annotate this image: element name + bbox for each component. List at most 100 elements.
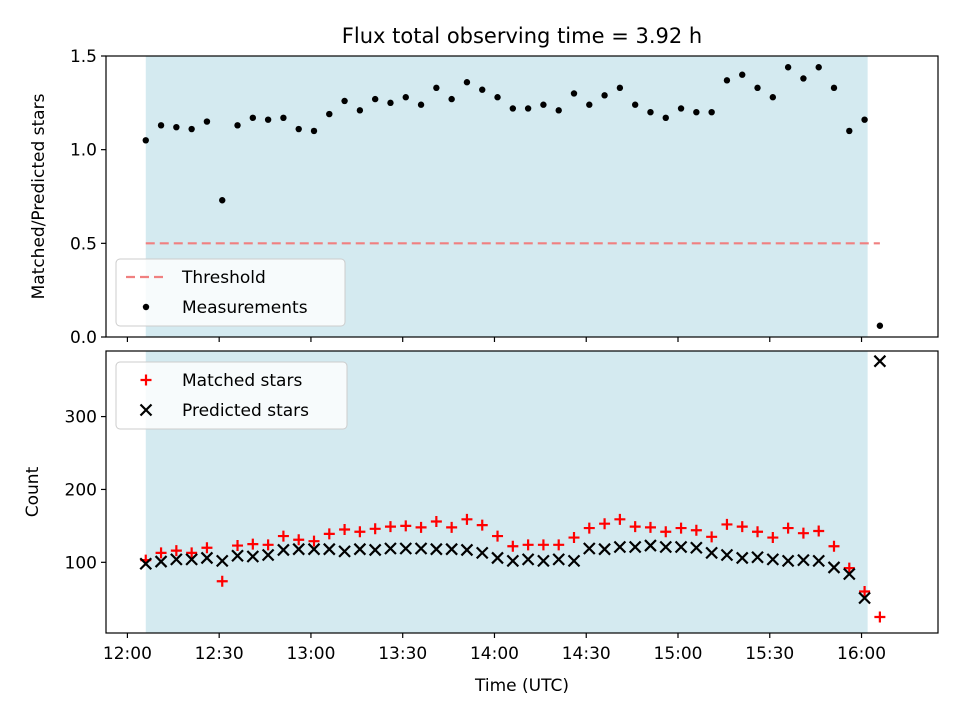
predicted-stars-point (766, 553, 780, 566)
measurement-point (310, 127, 318, 135)
matched-stars-point (782, 522, 794, 534)
measurement-point (219, 197, 226, 204)
predicted-stars-point (674, 540, 688, 554)
matched-stars-point (690, 524, 702, 536)
matched-stars-point (293, 534, 305, 546)
matched-stars-point (859, 585, 871, 597)
measurement-point (326, 110, 333, 118)
top-legend: Threshold Measurements (115, 258, 346, 327)
legend-measurement-swatch (142, 303, 150, 311)
y-tick-label: 100 (65, 553, 97, 573)
matched-stars-point (767, 532, 779, 544)
measurement-point (815, 64, 822, 71)
y-tick-label: 1.0 (70, 141, 97, 161)
matched-stars-point (583, 522, 595, 534)
predicted-stars-point (735, 551, 749, 565)
matched-stars-point (568, 532, 580, 544)
predicted-stars-point (781, 554, 795, 568)
legend-label: Measurements (182, 298, 308, 318)
measurement-point (463, 79, 471, 86)
measurement-point (800, 75, 807, 82)
predicted-stars-point (261, 548, 275, 562)
predicted-stars-point (873, 354, 887, 368)
x-tick-label: 13:30 (378, 644, 427, 664)
x-tick-label: 12:30 (195, 644, 244, 664)
matched-stars-point (354, 526, 366, 538)
measurement-point (677, 105, 685, 112)
matched-stars-point (155, 547, 167, 559)
measurement-point (647, 109, 654, 116)
measurement-point (555, 107, 562, 114)
top-y-axis-label: Matched/Predicted stars (29, 93, 49, 299)
matched-stars-point (247, 538, 259, 550)
matched-stars-point (553, 539, 565, 551)
measurement-point (402, 94, 409, 101)
bottom-y-axis-label: Count (23, 466, 43, 517)
matched-stars-point (446, 521, 458, 533)
matched-stars-point (599, 518, 611, 530)
measurement-point (417, 101, 425, 108)
measurement-point (203, 118, 211, 125)
predicted-stars-point (307, 542, 321, 556)
legend-label: Matched stars (182, 371, 302, 391)
predicted-stars-point (644, 539, 657, 552)
measurement-point (280, 114, 287, 122)
matched-stars-point (461, 513, 473, 525)
y-tick-label: 1.5 (70, 47, 97, 67)
matched-stars-point (813, 525, 825, 537)
predicted-stars-point (598, 542, 611, 556)
matched-stars-point (675, 522, 687, 534)
bottom-panel-counts: 100 200 300 12:00 12:30 13:00 13:30 14:00 14:30 1… (23, 350, 939, 664)
legend-predicted-swatch (139, 403, 153, 417)
matched-stars-point (507, 540, 519, 552)
chart-title: Flux total observing time = 3.92 h (342, 24, 702, 48)
measurement-point (693, 109, 700, 116)
x-tick-label: 12:00 (103, 644, 152, 664)
matched-stars-point (614, 513, 626, 525)
measurement-point (784, 64, 792, 71)
measurement-point (723, 77, 731, 84)
top-axes-frame (105, 55, 939, 338)
y-tick-label: 200 (65, 480, 97, 500)
measurement-point (509, 105, 517, 112)
measurement-point (876, 322, 884, 329)
x-axis-label: Time (UTC) (474, 676, 569, 696)
x-tick-label: 15:30 (745, 644, 794, 664)
measurement-point (494, 94, 501, 101)
measurement-point (754, 84, 761, 92)
x-tick-label: 16:00 (837, 644, 886, 664)
predicted-stars-point (215, 554, 229, 568)
predicted-stars-point (430, 542, 443, 556)
measurement-point (662, 114, 669, 122)
matched-stars-point (721, 518, 733, 530)
measurement-point (616, 84, 624, 92)
predicted-stars-point (690, 541, 703, 555)
measurement-point (708, 109, 715, 116)
predicted-stars-point (414, 542, 428, 555)
predicted-stars-point (613, 540, 627, 554)
measurement-point (601, 92, 608, 99)
predicted-stars-point (659, 540, 673, 554)
predicted-stars-point (720, 548, 734, 562)
predicted-stars-point (139, 557, 153, 571)
predicted-stars-point (797, 553, 810, 567)
predicted-stars-point (445, 542, 458, 556)
legend-box (115, 258, 346, 327)
matched-stars-point (369, 523, 381, 535)
matched-stars-point (201, 542, 213, 554)
measurement-point (739, 71, 746, 78)
matched-stars-point (430, 516, 442, 528)
matched-stars-point (323, 528, 335, 540)
matched-stars-point (537, 539, 549, 551)
predicted-stars-point (552, 553, 565, 566)
measurement-point (234, 122, 241, 129)
bottom-axes-frame (105, 350, 939, 634)
measurement-point (433, 84, 440, 92)
measurement-point (570, 90, 578, 97)
matched-stars-point (644, 521, 656, 533)
predicted-stars-point (506, 554, 520, 568)
matched-stars-point (522, 539, 534, 551)
legend-label: Predicted stars (182, 401, 309, 421)
matched-stars-point (216, 575, 228, 587)
measurement-point (356, 107, 364, 114)
